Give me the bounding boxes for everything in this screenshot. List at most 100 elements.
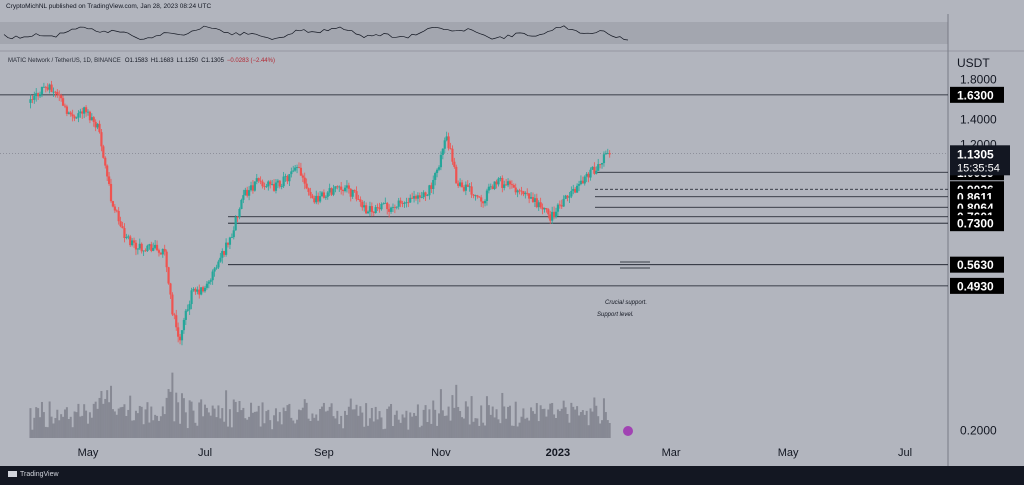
volume-bar xyxy=(372,421,375,438)
volume-bar xyxy=(399,422,402,438)
candle xyxy=(468,182,471,192)
volume-bar xyxy=(608,423,611,438)
volume-bar xyxy=(602,398,605,438)
volume-bar xyxy=(487,405,490,438)
candle xyxy=(520,186,523,196)
volume-bar xyxy=(286,405,289,438)
candle xyxy=(84,105,88,117)
volume-bar xyxy=(541,409,544,438)
volume-bar xyxy=(198,402,201,438)
candle xyxy=(217,259,220,269)
volume-bar xyxy=(115,414,118,438)
volume-bar xyxy=(81,415,84,438)
candle xyxy=(232,226,235,240)
candle xyxy=(209,278,212,285)
candle xyxy=(190,287,193,310)
x-tick-label: Sep xyxy=(314,447,334,459)
candle xyxy=(583,175,586,186)
volume-bar xyxy=(92,403,95,438)
volume-bar xyxy=(234,401,237,438)
x-tick-label: 2023 xyxy=(546,447,570,459)
candle xyxy=(508,179,512,190)
candle xyxy=(602,151,606,167)
volume-bar xyxy=(317,420,320,438)
candle xyxy=(315,190,318,205)
volume-bar xyxy=(140,406,143,438)
volume-bar xyxy=(543,408,546,438)
volume-bar xyxy=(547,409,550,438)
volume-bar xyxy=(83,404,86,438)
price-axis[interactable]: 1.63001.00390.90260.86110.80640.76010.73… xyxy=(950,56,1010,438)
price-chart[interactable]: Crucial support. Support level. MATIC Net… xyxy=(0,0,1024,466)
volume-bar xyxy=(315,414,318,438)
volume-bar xyxy=(136,413,139,438)
candle xyxy=(437,165,441,172)
volume-bar xyxy=(186,428,189,438)
time-axis[interactable]: May Jul Sep Nov 2023 Mar May Jul xyxy=(78,447,913,459)
candle xyxy=(370,202,373,217)
volume-bar xyxy=(533,413,536,438)
candle xyxy=(38,91,42,99)
candle xyxy=(146,244,149,252)
volume-bar xyxy=(397,419,400,438)
candle xyxy=(411,192,414,199)
support-level-label: Support level. xyxy=(597,312,634,318)
volume-bar xyxy=(474,418,477,438)
candle xyxy=(449,142,452,150)
volume-bars xyxy=(29,372,611,438)
volume-bar xyxy=(127,409,130,438)
volume-bar xyxy=(597,416,600,438)
volume-bar xyxy=(211,405,214,438)
volume-bar xyxy=(305,402,308,438)
y-tick-label: 1.4000 xyxy=(960,113,997,127)
candle xyxy=(476,194,479,199)
crucial-support-label: Crucial support. xyxy=(605,300,647,306)
volume-bar xyxy=(238,401,241,438)
candle xyxy=(311,193,314,199)
candle xyxy=(65,104,69,117)
volume-bar xyxy=(71,427,74,438)
volume-bar xyxy=(514,401,517,438)
candle xyxy=(470,182,473,198)
volume-bar xyxy=(167,389,170,438)
candle xyxy=(171,292,174,316)
candle xyxy=(518,188,521,195)
volume-bar xyxy=(368,418,371,438)
tradingview-logo[interactable]: TradingView xyxy=(8,471,59,478)
candle xyxy=(420,191,423,199)
candle xyxy=(541,203,544,215)
volume-bar xyxy=(159,416,162,438)
candle xyxy=(585,172,588,183)
candle xyxy=(336,185,339,190)
candle xyxy=(503,180,506,191)
volume-bar xyxy=(528,420,531,438)
candle xyxy=(29,94,32,109)
candle xyxy=(148,243,151,250)
candle xyxy=(280,183,283,190)
candle xyxy=(253,181,256,192)
volume-bar xyxy=(428,409,431,438)
candle xyxy=(537,200,540,211)
candle xyxy=(443,137,446,154)
volume-bar xyxy=(581,410,584,438)
volume-bar xyxy=(180,393,183,438)
flash-icon[interactable] xyxy=(623,426,633,436)
candle xyxy=(119,216,122,228)
candle xyxy=(288,174,291,187)
volume-bar xyxy=(436,425,439,438)
candle xyxy=(345,180,349,193)
candle xyxy=(320,191,324,197)
volume-bar xyxy=(309,421,312,438)
candle xyxy=(482,200,485,208)
volume-bar xyxy=(144,409,147,438)
volume-bar xyxy=(297,409,300,438)
candle xyxy=(566,195,569,202)
volume-bar xyxy=(39,417,42,438)
candle xyxy=(167,266,170,285)
volume-bar xyxy=(225,390,228,438)
x-tick-label: May xyxy=(778,447,799,459)
volume-bar xyxy=(131,420,134,438)
candle xyxy=(40,86,44,98)
candle xyxy=(361,199,364,211)
volume-bar xyxy=(200,399,203,438)
